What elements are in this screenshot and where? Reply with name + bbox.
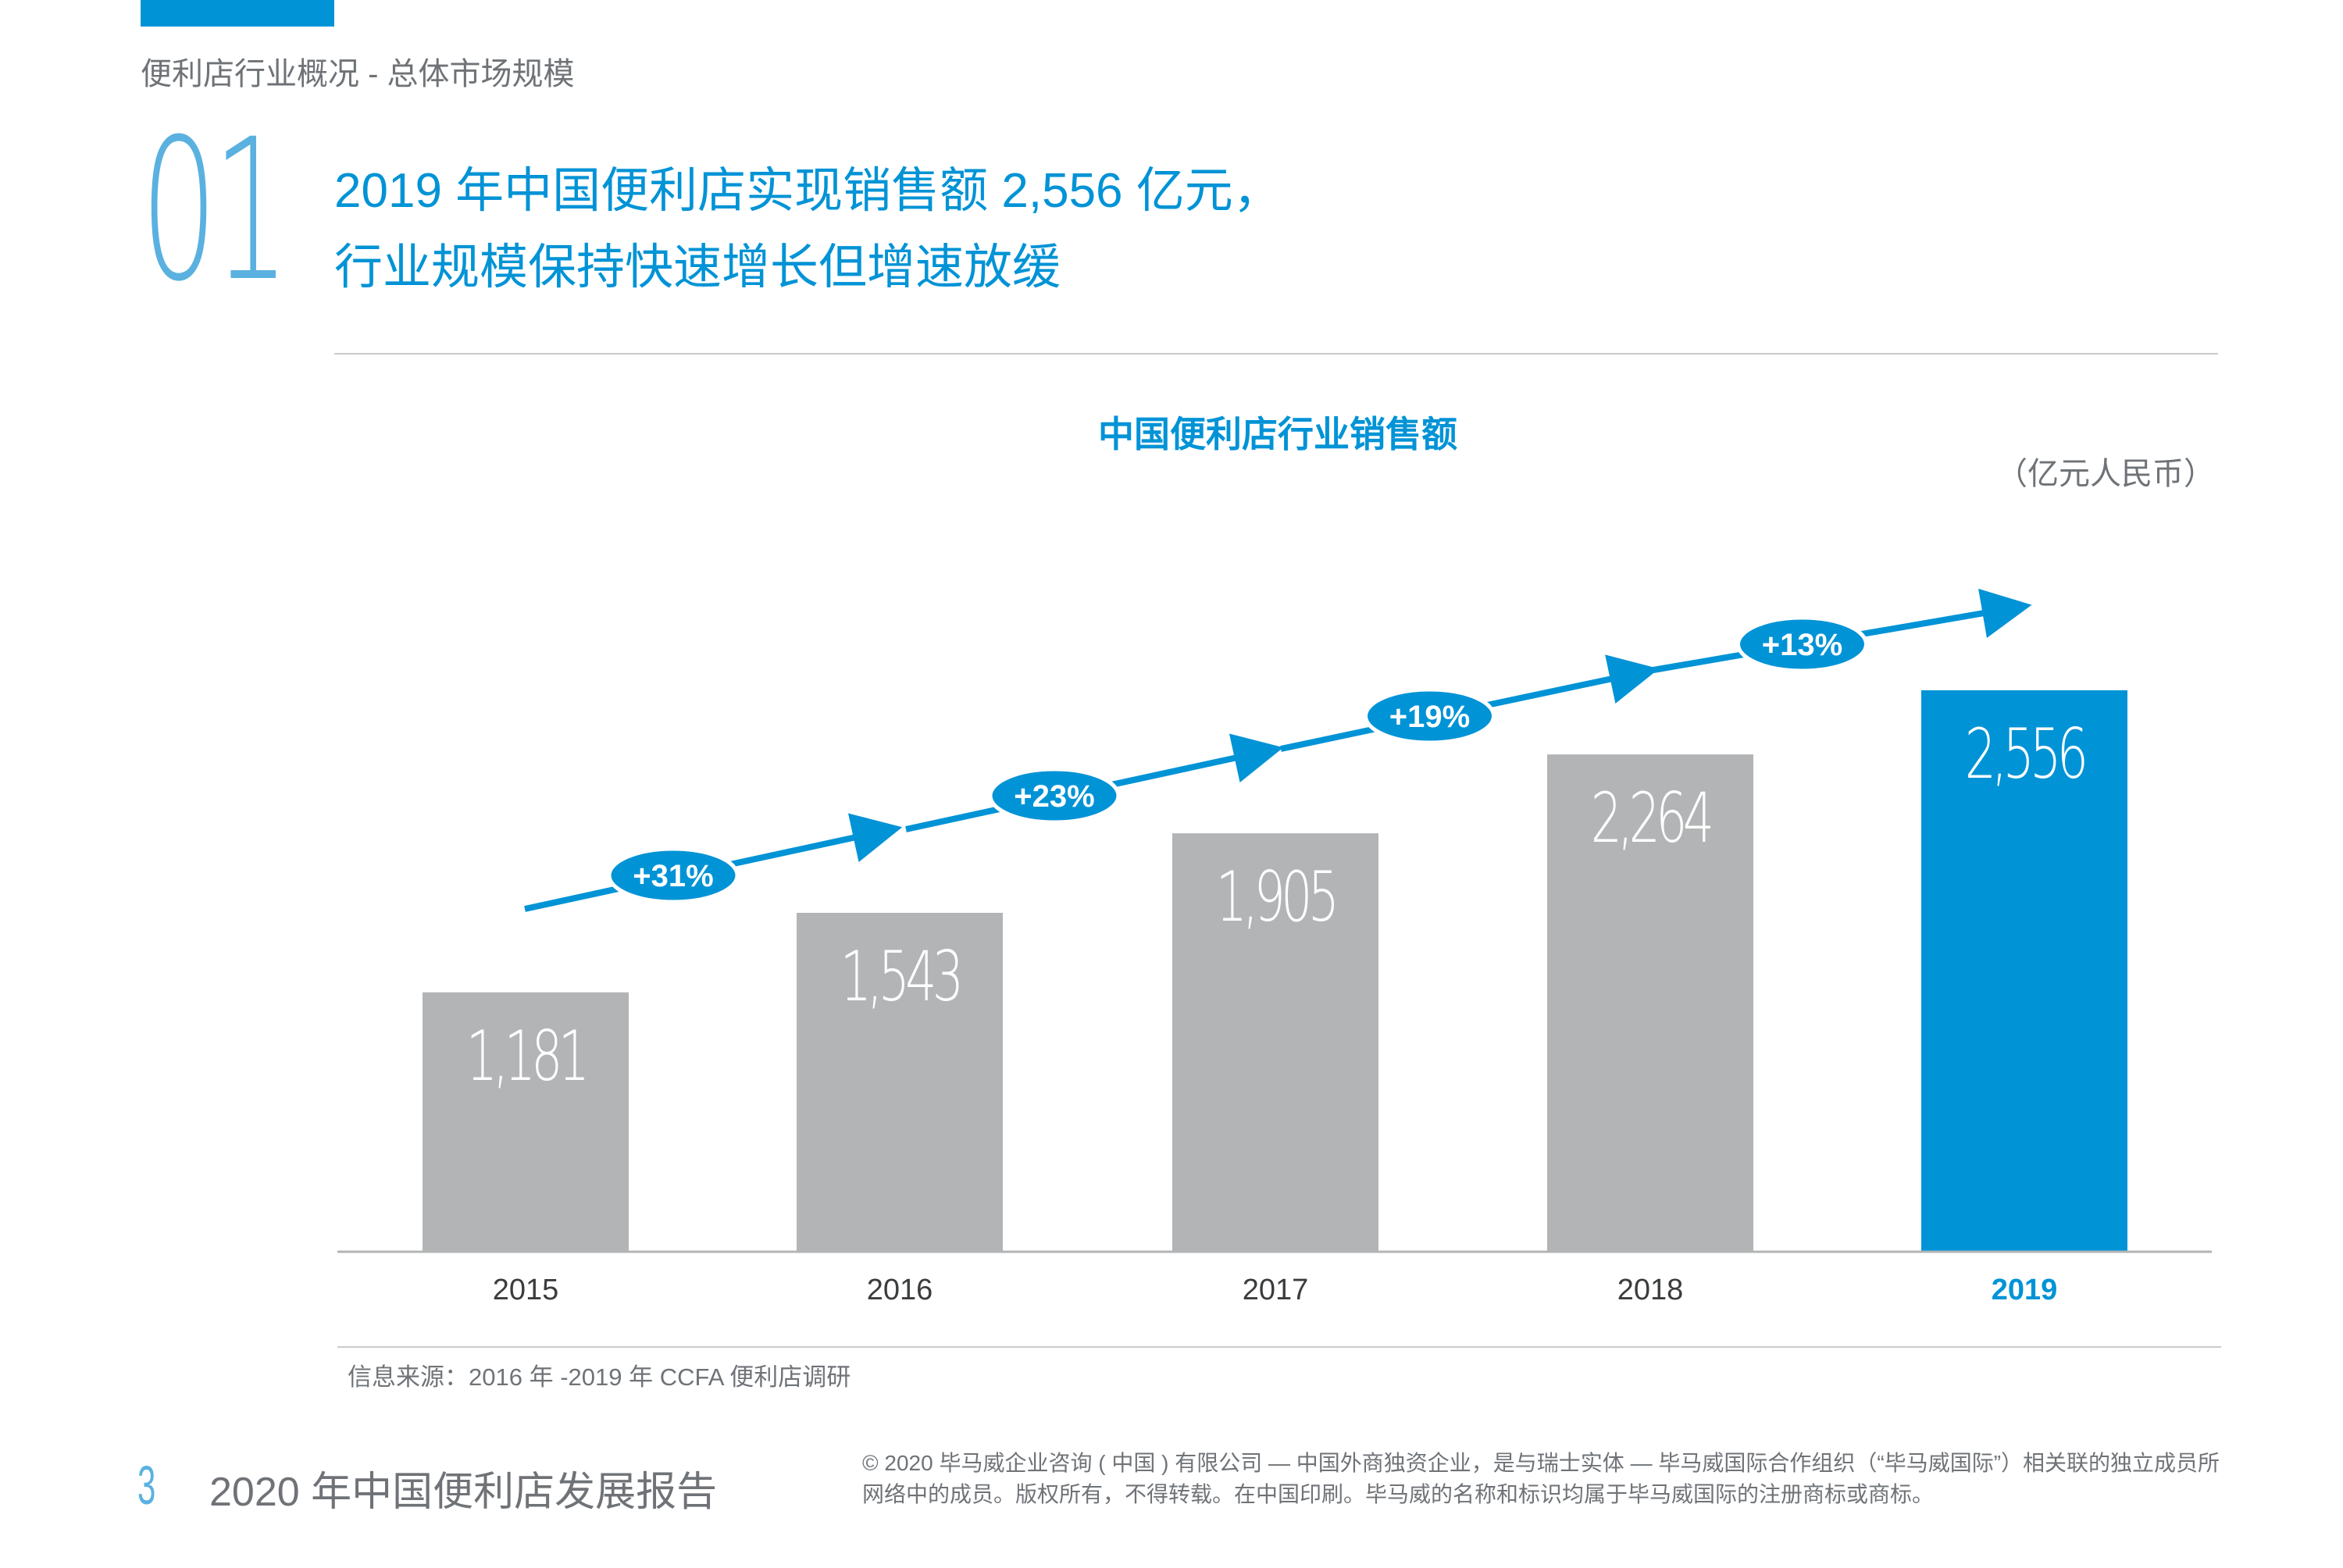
headline: 2019 年中国便利店实现销售额 2,556 亿元， 行业规模保持快速增长但增速…: [334, 153, 1282, 306]
growth-label-2: +23%: [1014, 779, 1094, 814]
source-note: 信息来源：2016 年 -2019 年 CCFA 便利店调研: [348, 1363, 851, 1391]
bar-2015: [423, 992, 629, 1252]
growth-badge-4: [1736, 615, 1868, 673]
bar-2019: [1921, 690, 2127, 1252]
bar-2017: [1172, 833, 1378, 1252]
chart-title: 中国便利店行业销售额: [1098, 414, 1457, 454]
value-label-2016: 1,543: [840, 938, 960, 1017]
x-tick-2016: 2016: [867, 1274, 933, 1306]
value-label-2017: 1,905: [1216, 858, 1336, 938]
unit-label: （亿元人民币）: [1996, 457, 2215, 491]
growth-label-1: +31%: [633, 859, 713, 893]
legal-notice: © 2020 毕马威企业咨询 ( 中国 ) 有限公司 — 中国外商独资企业，是与…: [862, 1451, 2220, 1506]
x-tick-2019: 2019: [1992, 1274, 2058, 1306]
growth-label-4: +13%: [1762, 628, 1842, 662]
section-number: 01: [141, 97, 290, 324]
value-label-2015: 1,181: [466, 1017, 586, 1096]
headline-line-2: 行业规模保持快速增长但增速放缓: [334, 241, 1061, 294]
headline-line-1: 2019 年中国便利店实现销售额 2,556 亿元，: [334, 164, 1282, 218]
report-title: 2020 年中国便利店发展报告: [209, 1470, 718, 1515]
top-divider: [334, 353, 2218, 355]
bar-2018: [1547, 754, 1753, 1252]
top-accent-bar: [141, 0, 334, 27]
x-tick-2018: 2018: [1617, 1274, 1684, 1306]
growth-badge-2: [988, 767, 1121, 825]
bar-2016: [797, 912, 1003, 1252]
value-label-2018: 2,264: [1591, 779, 1711, 859]
growth-badge-3: [1364, 687, 1496, 745]
growth-label-3: +19%: [1389, 700, 1470, 734]
page-number: 3: [137, 1455, 156, 1516]
bottom-divider: [337, 1346, 2221, 1348]
value-label-2019: 2,556: [1965, 715, 2085, 795]
x-tick-2017: 2017: [1243, 1274, 1309, 1306]
x-tick-2015: 2015: [493, 1274, 559, 1306]
growth-badge-1: [607, 846, 740, 904]
section-label: 便利店行业概况 - 总体市场规模: [141, 57, 575, 91]
